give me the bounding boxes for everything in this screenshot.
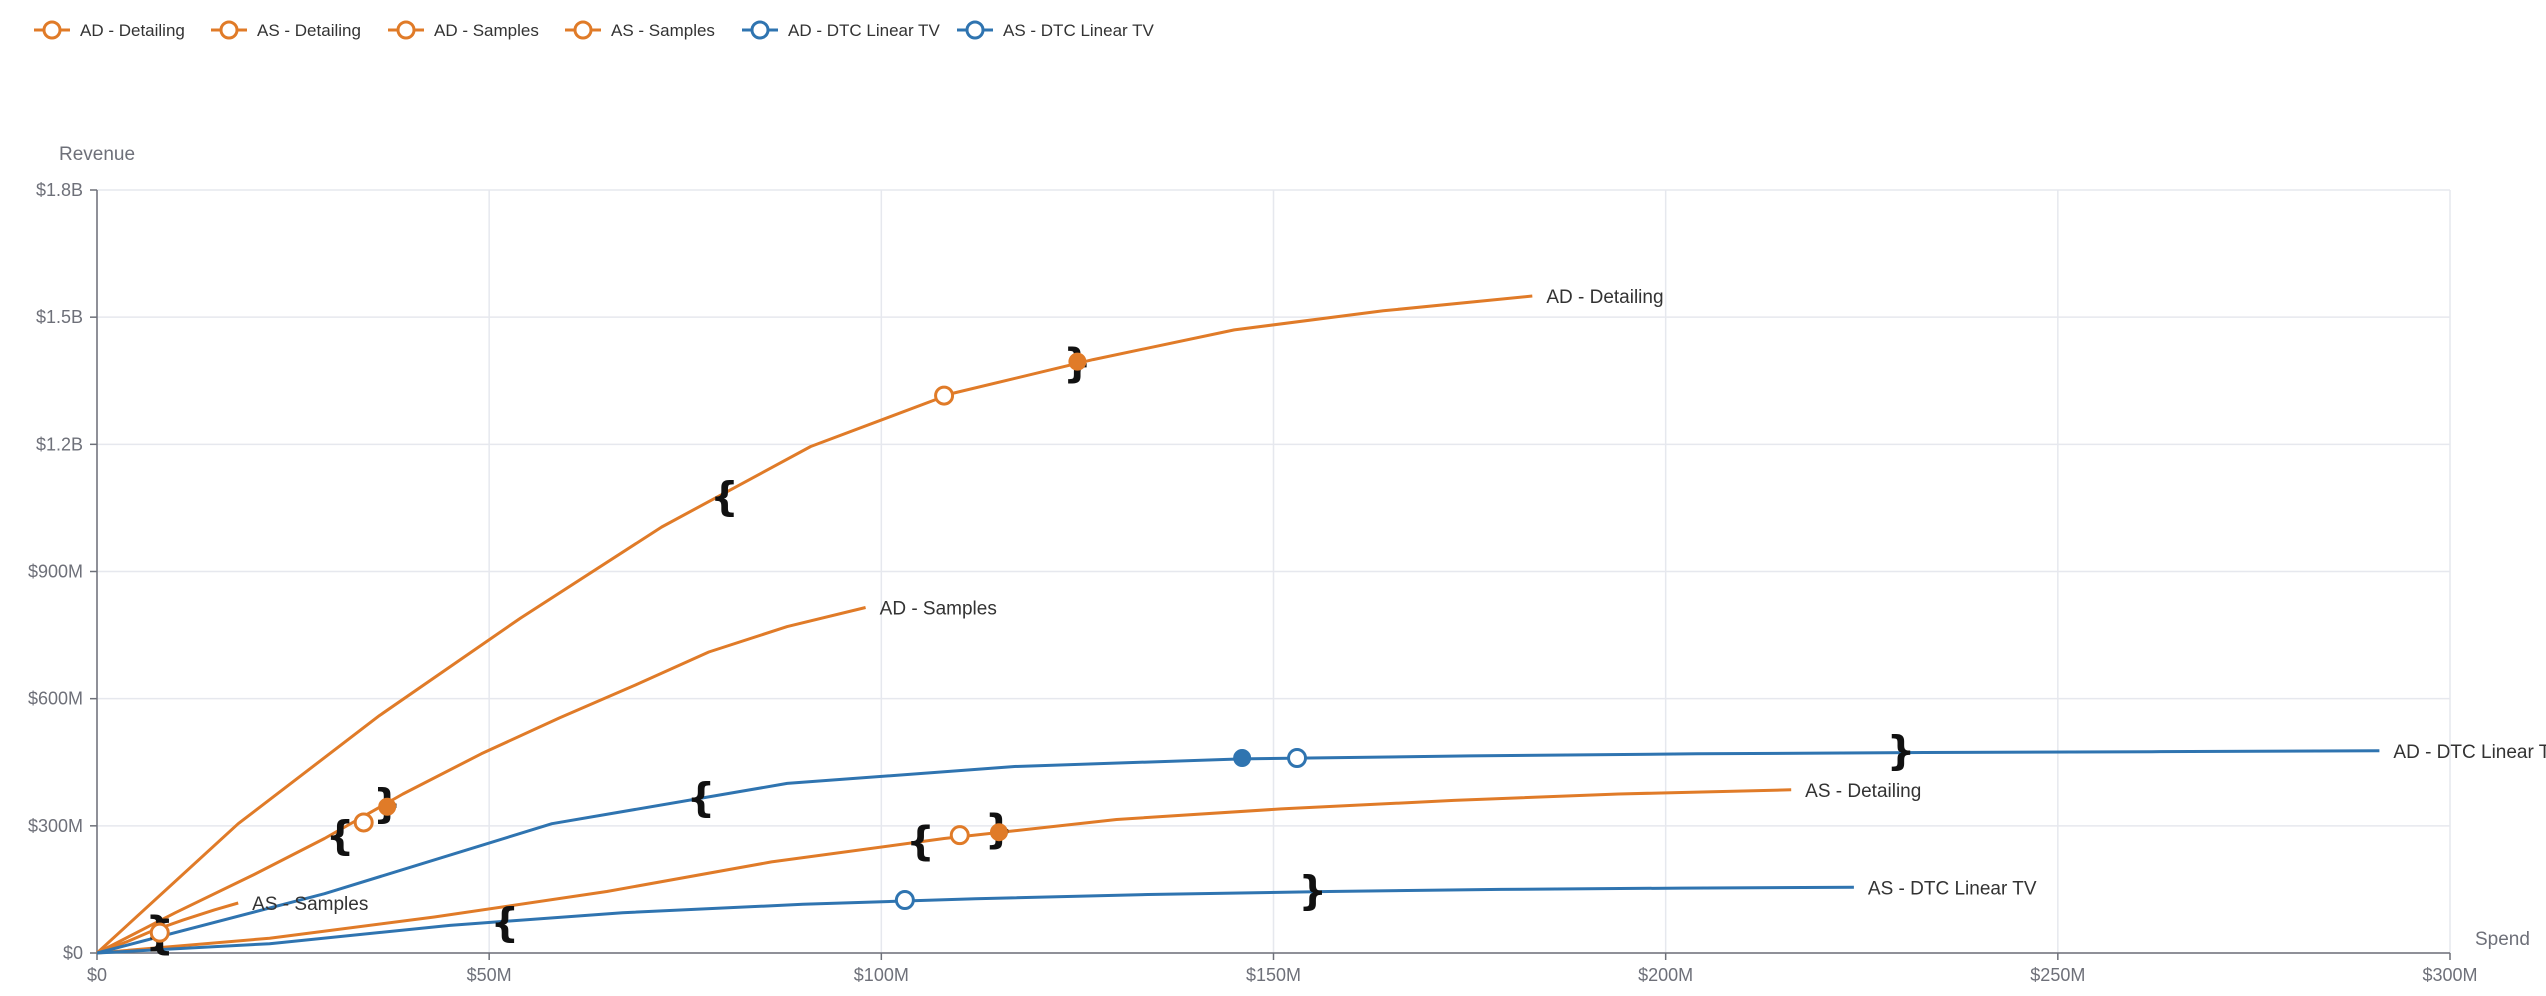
x-tick-label: $100M	[854, 965, 909, 985]
x-tick-label: $300M	[2422, 965, 2477, 985]
series-line-ad-dtc-linear-tv	[96, 749, 2380, 955]
series-line-as-detailing	[96, 788, 1792, 955]
x-tick-label: $200M	[1638, 965, 1693, 985]
legend-swatch-marker	[396, 20, 416, 40]
legend-item-as-samples: AS - Samples	[565, 20, 715, 40]
open-marker-ad-dtc-linear-tv	[1287, 748, 1308, 769]
marker-layer: {}{}{}{}{}{}	[146, 341, 1916, 959]
legend-item-as-dtc-linear-tv: AS - DTC Linear TV	[957, 20, 1155, 40]
filled-marker-ad-dtc-linear-tv	[1233, 749, 1252, 768]
filled-marker-ad-samples	[378, 797, 397, 816]
end-label-as-samples: AS - Samples	[252, 894, 368, 915]
end-label-ad-detailing: AD - Detailing	[1546, 287, 1663, 308]
legend-swatch-marker	[219, 20, 239, 40]
x-tick-label: $0	[87, 965, 107, 985]
series-line-ad-samples	[96, 606, 866, 955]
y-tick-label: $1.8B	[36, 180, 83, 200]
x-tick-label: $50M	[467, 965, 512, 985]
legend-label: AS - Detailing	[257, 21, 361, 40]
series-line-ad-detailing	[95, 294, 1533, 955]
open-marker-ad-detailing	[934, 385, 955, 406]
x-axis-title: Spend	[2475, 929, 2530, 950]
legend-label: AD - Detailing	[80, 21, 185, 40]
open-marker-as-detailing	[949, 825, 970, 846]
bracket-open-as-dtc-linear-tv: {	[491, 900, 519, 946]
grid-layer	[96, 189, 2451, 954]
bracket-open-ad-dtc-linear-tv: {	[687, 775, 715, 821]
bracket-close-as-dtc-linear-tv: }	[1298, 869, 1326, 915]
bracket-open-ad-samples: {	[326, 813, 354, 859]
bracket-open-as-detailing: {	[906, 819, 934, 865]
legend-swatch-marker	[42, 20, 62, 40]
end-label-as-dtc-linear-tv: AS - DTC Linear TV	[1868, 878, 2037, 899]
y-tick-label: $600M	[28, 689, 83, 709]
legend-label: AS - Samples	[611, 21, 715, 40]
y-axis-title: Revenue	[59, 144, 135, 165]
end-label-as-detailing: AS - Detailing	[1805, 781, 1921, 802]
legend-swatch-marker	[965, 20, 985, 40]
open-marker-ad-samples	[353, 812, 374, 833]
legend-item-as-detailing: AS - Detailing	[211, 20, 361, 40]
legend-label: AS - DTC Linear TV	[1003, 21, 1155, 40]
x-tick-label: $150M	[1246, 965, 1301, 985]
y-tick-label: $1.5B	[36, 307, 83, 327]
series-line-as-dtc-linear-tv	[96, 885, 1854, 955]
filled-marker-ad-detailing	[1068, 352, 1087, 371]
open-marker-as-samples	[149, 922, 170, 943]
y-tick-label: $1.2B	[36, 434, 83, 454]
label-layer: AD - Detailing AS - Detailing AD - Samples…	[252, 287, 2546, 915]
end-label-ad-samples: AD - Samples	[880, 599, 997, 620]
open-marker-as-dtc-linear-tv	[894, 890, 915, 911]
legend-label: AD - DTC Linear TV	[788, 21, 940, 40]
filled-marker-as-detailing	[989, 823, 1008, 842]
legend-item-ad-dtc-linear-tv: AD - DTC Linear TV	[742, 20, 940, 40]
bracket-open-ad-detailing: {	[710, 474, 738, 520]
axis-layer: $0 $50M $100M $150M $200M $250M $300M $0 $300M $6…	[28, 144, 2530, 985]
end-label-ad-dtc-linear-tv: AD - DTC Linear TV	[2393, 742, 2546, 763]
legend-label: AD - Samples	[434, 21, 539, 40]
series-layer	[95, 294, 2380, 955]
legend-item-ad-samples: AD - Samples	[388, 20, 539, 40]
y-tick-label: $300M	[28, 816, 83, 836]
y-tick-label: $0	[63, 943, 83, 963]
y-tick-label: $900M	[28, 562, 83, 582]
legend-swatch-marker	[573, 20, 593, 40]
x-tick-label: $250M	[2030, 965, 2085, 985]
legend: AD - Detailing AS - Detailing AD - Samples…	[34, 20, 1155, 40]
bracket-close-ad-dtc-linear-tv: }	[1887, 729, 1915, 775]
legend-item-ad-detailing: AD - Detailing	[34, 20, 185, 40]
series-line-as-samples	[96, 901, 239, 955]
legend-swatch-marker	[750, 20, 770, 40]
